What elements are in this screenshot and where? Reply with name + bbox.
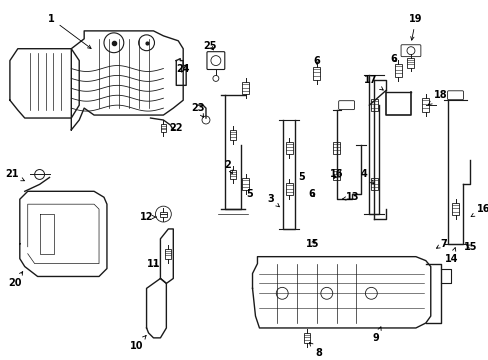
Text: 6: 6 <box>313 55 320 66</box>
Text: 13: 13 <box>342 192 359 202</box>
Bar <box>160 212 166 217</box>
Text: 19: 19 <box>408 14 422 40</box>
Polygon shape <box>20 191 107 276</box>
Bar <box>161 124 165 132</box>
FancyBboxPatch shape <box>447 91 463 100</box>
Text: 16: 16 <box>329 170 343 180</box>
Text: 12: 12 <box>140 212 156 222</box>
FancyBboxPatch shape <box>400 45 420 57</box>
Text: 11: 11 <box>146 258 160 269</box>
Text: 23: 23 <box>191 103 204 117</box>
Text: 6: 6 <box>308 189 315 199</box>
Text: 16: 16 <box>470 204 488 217</box>
Text: 18: 18 <box>427 90 447 105</box>
Bar <box>394 64 401 77</box>
Polygon shape <box>146 278 166 338</box>
Bar <box>229 170 235 179</box>
Text: 15: 15 <box>463 242 476 252</box>
Text: 24: 24 <box>176 63 189 73</box>
Text: 2: 2 <box>224 159 232 174</box>
Bar <box>422 98 428 112</box>
Bar <box>229 130 235 140</box>
Text: 21: 21 <box>5 170 24 181</box>
Bar <box>407 58 414 68</box>
Text: 1: 1 <box>48 14 91 49</box>
Bar <box>242 179 248 190</box>
Text: 20: 20 <box>8 272 22 288</box>
Text: 6: 6 <box>390 54 397 64</box>
Bar <box>332 142 340 154</box>
Text: 8: 8 <box>309 343 322 358</box>
Bar <box>313 67 320 80</box>
Bar <box>242 82 248 94</box>
Text: 25: 25 <box>203 41 216 51</box>
Text: 15: 15 <box>305 239 319 249</box>
Bar <box>285 142 292 154</box>
Bar <box>285 183 292 195</box>
Text: 22: 22 <box>169 123 183 133</box>
Bar <box>304 333 309 343</box>
Text: 5: 5 <box>245 189 252 199</box>
Text: 3: 3 <box>266 194 279 207</box>
Text: 14: 14 <box>444 248 457 264</box>
Polygon shape <box>252 257 430 328</box>
Bar <box>370 179 377 190</box>
Text: 17: 17 <box>363 75 383 90</box>
Text: 9: 9 <box>372 327 380 343</box>
Text: 7: 7 <box>436 239 446 249</box>
Bar <box>370 99 377 111</box>
Text: 10: 10 <box>130 336 146 351</box>
Bar <box>451 203 458 215</box>
Bar <box>332 168 340 180</box>
FancyBboxPatch shape <box>338 101 354 109</box>
Polygon shape <box>71 31 183 130</box>
FancyBboxPatch shape <box>206 52 224 69</box>
Text: 4: 4 <box>360 170 373 184</box>
Bar <box>165 249 171 258</box>
Text: 5: 5 <box>298 172 305 183</box>
Polygon shape <box>10 49 79 118</box>
FancyBboxPatch shape <box>372 314 388 323</box>
